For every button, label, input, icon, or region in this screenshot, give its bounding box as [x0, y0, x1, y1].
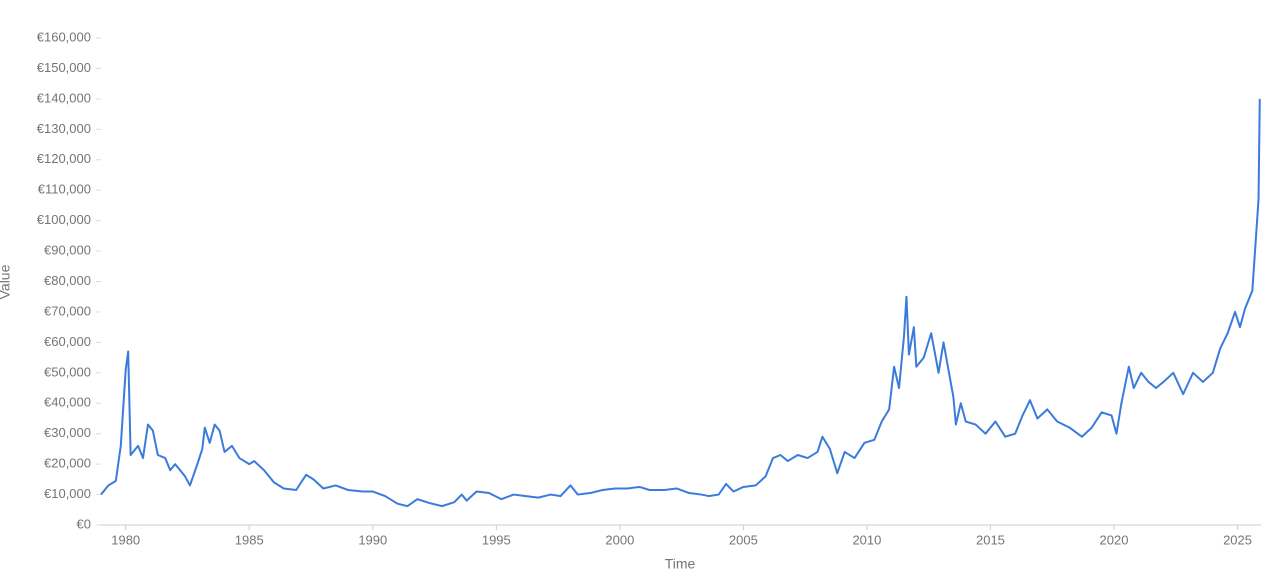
x-axis-title: Time [665, 556, 696, 572]
y-axis-title: Value [0, 264, 13, 299]
x-tick-label: 1980 [111, 532, 140, 547]
y-tick-label: €160,000 [37, 29, 91, 44]
x-tick-label: 1995 [482, 532, 511, 547]
x-tick-label: 1985 [235, 532, 264, 547]
x-tick-label: 2025 [1223, 532, 1252, 547]
y-tick-label: €20,000 [44, 456, 91, 471]
y-tick-label: €40,000 [44, 395, 91, 410]
line-series [100, 98, 1261, 508]
y-tick-label: €10,000 [44, 486, 91, 501]
y-tick-label: €30,000 [44, 425, 91, 440]
y-tick-label: €130,000 [37, 121, 91, 136]
x-tick-label: 2015 [976, 532, 1005, 547]
y-tick-label: €120,000 [37, 151, 91, 166]
x-tick-label: 1990 [358, 532, 387, 547]
x-tick-label: 2000 [605, 532, 634, 547]
y-tick-label: €110,000 [38, 182, 91, 197]
y-tick-label: €140,000 [37, 90, 91, 105]
y-tick-label: €100,000 [37, 212, 91, 227]
y-tick-label: €60,000 [44, 334, 91, 349]
y-tick-label: €150,000 [37, 60, 91, 75]
x-tick-label: 2005 [729, 532, 758, 547]
y-tick-label: €50,000 [44, 364, 91, 379]
y-tick-label: €80,000 [44, 273, 91, 288]
y-tick-label: €70,000 [44, 303, 91, 318]
x-tick-label: 2010 [852, 532, 881, 547]
y-tick-label: €0 [77, 516, 91, 531]
x-tick-label: 2020 [1100, 532, 1129, 547]
y-tick-label: €90,000 [44, 243, 91, 258]
